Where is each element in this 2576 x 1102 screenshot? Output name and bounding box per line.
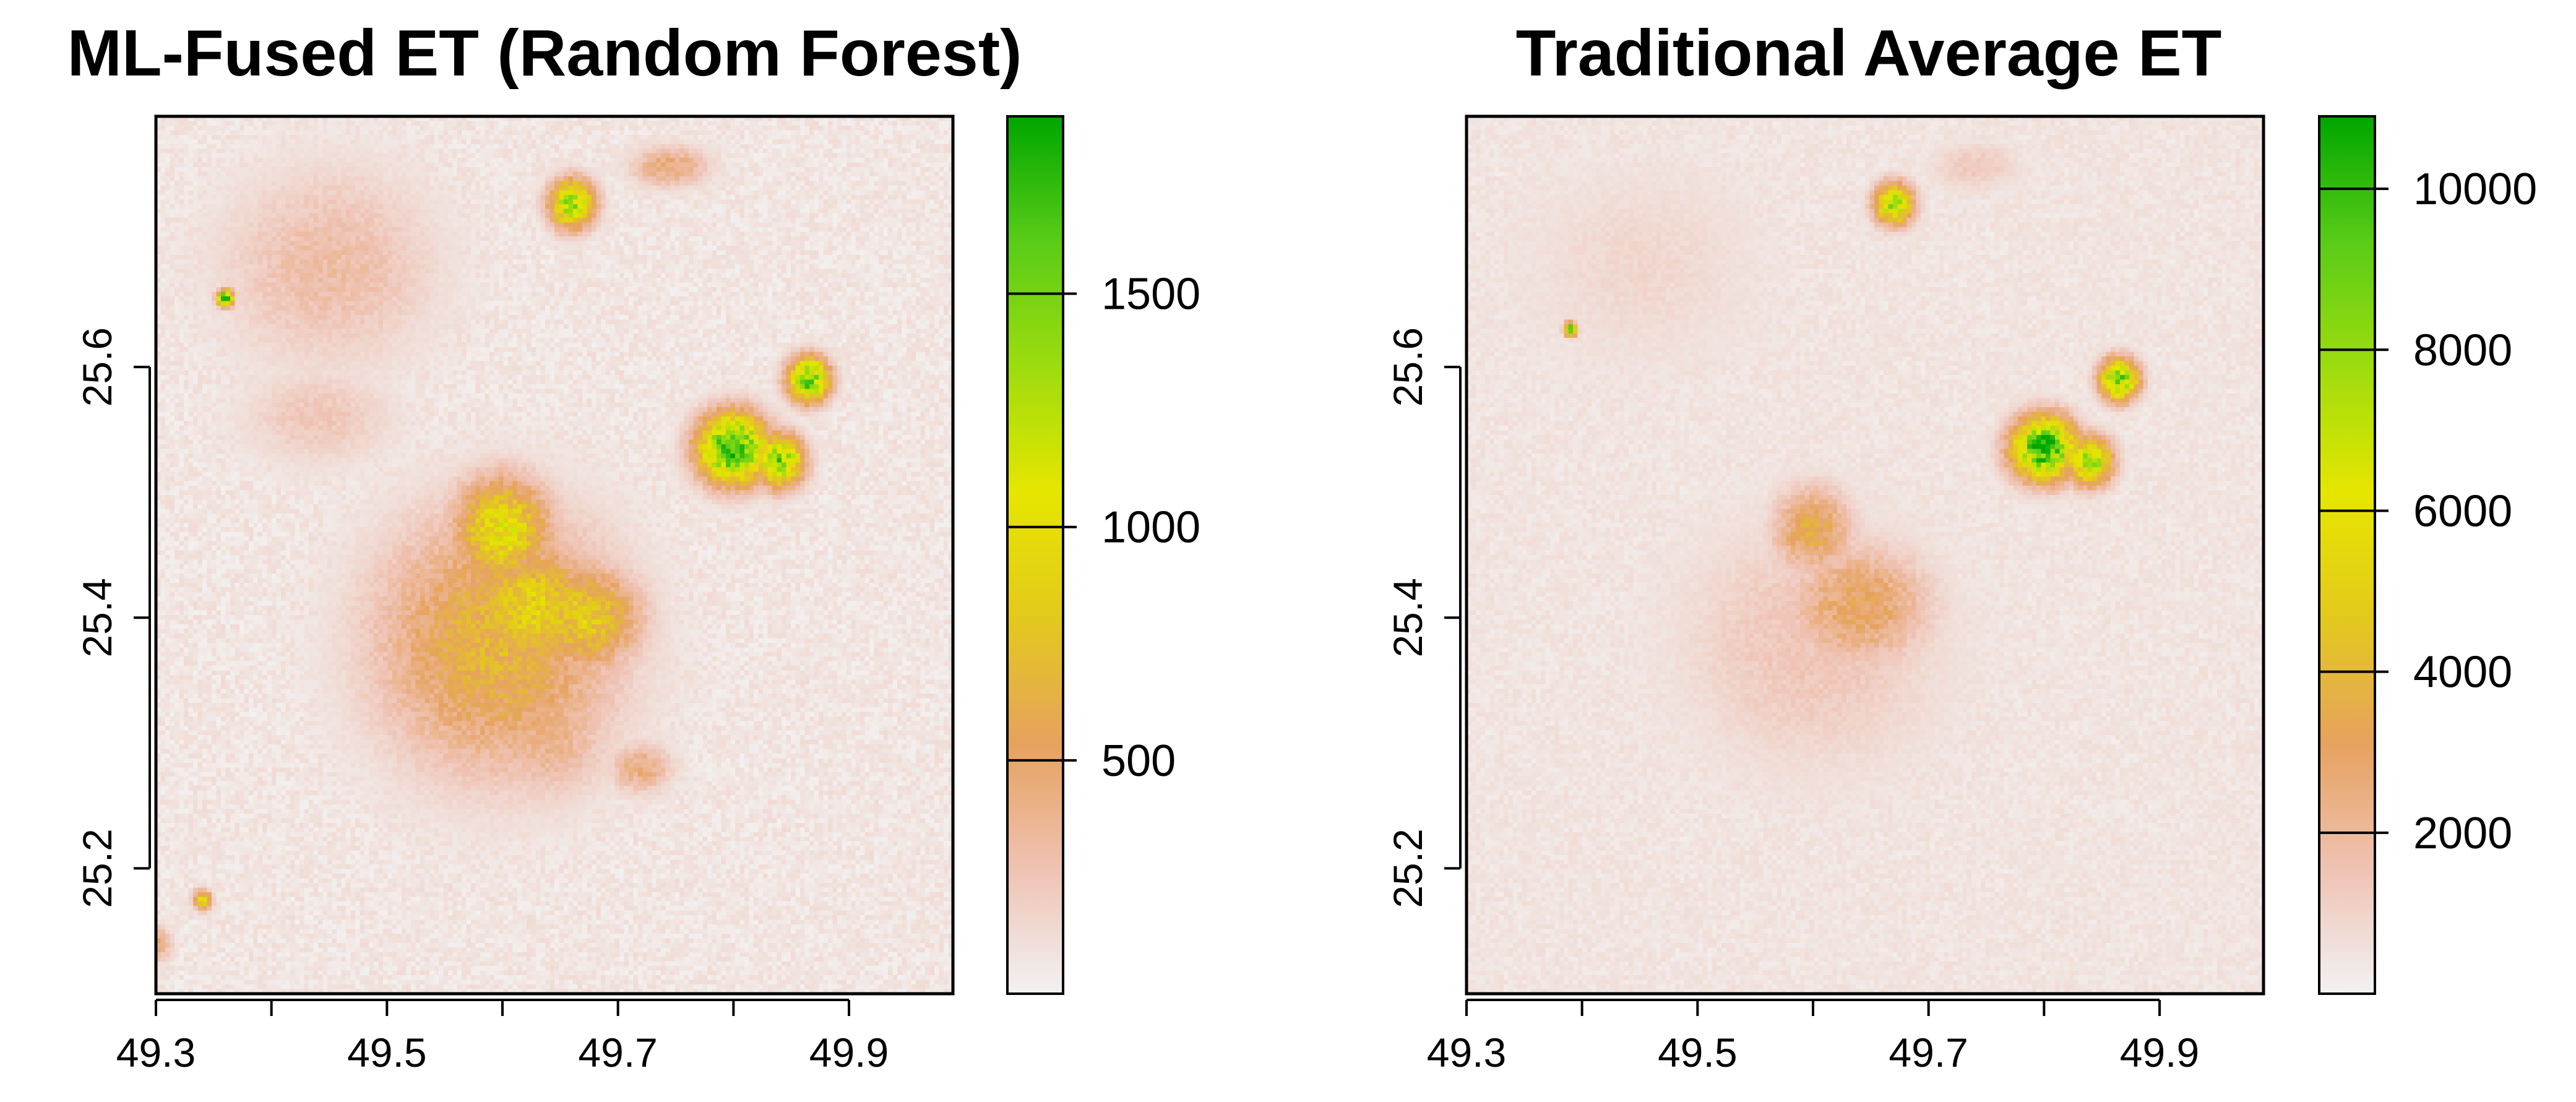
panel-title: ML-Fused ET (Random Forest): [67, 17, 1022, 90]
axes: 49.3 49.5 49.7 49.9 25.2 25.4 25.6: [1385, 327, 2199, 1075]
raster-map: [1467, 116, 2264, 994]
colorbar-gradient: [1007, 116, 1063, 994]
panel-ml-fused-et: ML-Fused ET (Random Forest) 49.3 49.5 49…: [67, 17, 1201, 1075]
colorbar-tick-label: 4000: [2413, 648, 2512, 697]
x-tick-label: 49.7: [578, 1030, 657, 1075]
colorbar-tick-label: 6000: [2413, 486, 2512, 536]
axes: 49.3 49.5 49.7 49.9 25.2 25.4 25.6: [74, 327, 889, 1075]
x-tick-label: 49.5: [347, 1030, 426, 1075]
x-tick-label: 49.9: [2120, 1030, 2199, 1075]
colorbar: 500 1000 1500: [1006, 115, 1200, 995]
colorbar-gradient: [2319, 116, 2375, 994]
y-tick-label: 25.4: [74, 578, 120, 657]
plot-frame: [1465, 114, 2265, 996]
x-tick-label: 49.5: [1658, 1030, 1737, 1075]
colorbar-tick-label: 2000: [2413, 809, 2512, 858]
raster-image: [1467, 116, 2264, 994]
colorbar-tick-label: 10000: [2413, 165, 2537, 214]
x-tick-label: 49.3: [116, 1030, 196, 1075]
panel-title: Traditional Average ET: [1516, 17, 2222, 90]
colorbar-frame: [2318, 115, 2376, 995]
colorbar-tick-label: 1000: [1101, 503, 1200, 553]
panel-traditional-average-et: Traditional Average ET 49.3 49.5 49.7 49…: [1385, 17, 2537, 1075]
plot-frame: [154, 114, 955, 996]
x-tick-label: 49.7: [1889, 1030, 1968, 1075]
y-tick-label: 25.6: [1385, 327, 1431, 407]
raster-map: [156, 116, 953, 994]
x-tick-label: 49.3: [1427, 1030, 1506, 1075]
y-tick-label: 25.2: [1385, 829, 1431, 908]
colorbar: 2000 4000 6000 8000 10000: [2318, 115, 2537, 995]
raster-image: [156, 116, 953, 994]
colorbar-tick-label: 500: [1101, 736, 1176, 786]
colorbar-frame: [1006, 115, 1064, 995]
colorbar-tick-label: 8000: [2413, 325, 2512, 375]
y-tick-label: 25.6: [74, 327, 120, 407]
colorbar-tick-label: 1500: [1101, 270, 1200, 319]
x-tick-label: 49.9: [809, 1030, 889, 1075]
y-tick-label: 25.2: [74, 829, 120, 908]
y-tick-label: 25.4: [1385, 578, 1431, 657]
